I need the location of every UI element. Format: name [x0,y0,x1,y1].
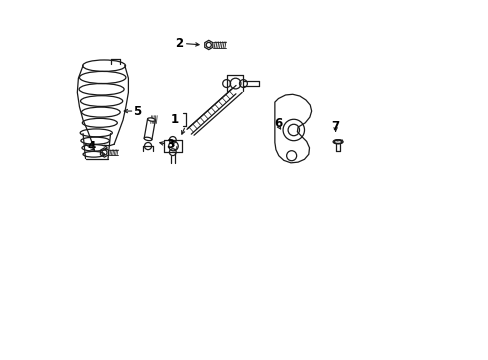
Polygon shape [100,148,108,157]
Text: 6: 6 [274,117,282,130]
Ellipse shape [147,118,155,121]
Text: 3: 3 [166,138,174,151]
Polygon shape [274,94,311,163]
Text: 7: 7 [331,120,339,133]
Text: 4: 4 [88,140,96,153]
Polygon shape [204,40,212,50]
Text: 5: 5 [133,104,141,118]
Text: 1: 1 [170,113,179,126]
Text: 2: 2 [175,37,183,50]
